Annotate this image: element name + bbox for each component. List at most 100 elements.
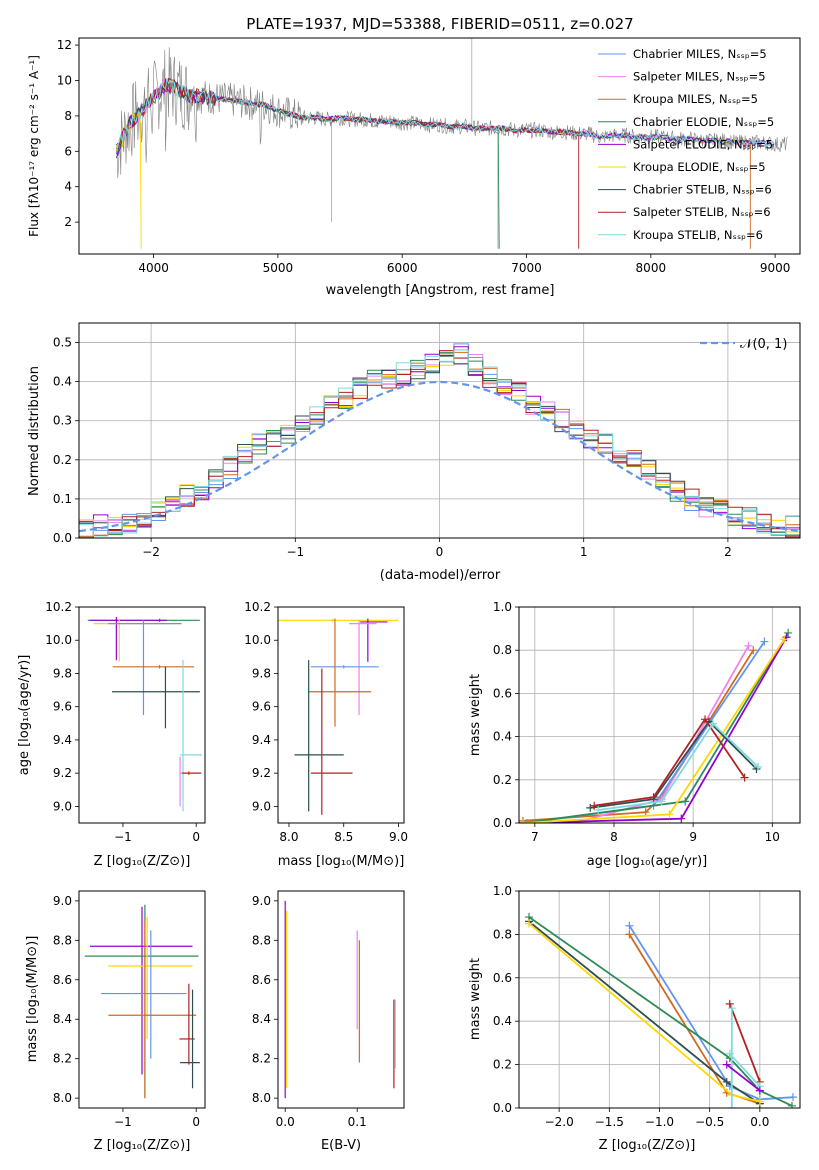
mass-vs-EBV-ytick-label: 9.0: [252, 894, 271, 908]
mass-vs-EBV-xtick-label: 0.1: [348, 1115, 367, 1129]
massweight-marker: [641, 808, 650, 817]
spectrum-ytick-label: 2: [64, 215, 72, 229]
massweight-vs-age-ytick-label: 1.0: [493, 600, 512, 614]
legend-label: Chabrier MILES, Nₛₛₚ=5: [633, 47, 767, 61]
residuals-ytick-label: 0.1: [53, 492, 72, 506]
massweight-series-3: [526, 641, 766, 823]
massweight-vs-Z-xtick-label: −0.5: [695, 1115, 724, 1129]
massweight-marker: [519, 819, 527, 823]
mass-vs-EBV-ytick-label: 8.4: [252, 1012, 271, 1026]
massweight-vs-Z-plot-area: [525, 913, 797, 1108]
massweight-vs-age-xtick-label: 7: [531, 830, 539, 844]
massweight-vs-Z-xtick-label: −2.0: [545, 1115, 574, 1129]
massweight-vs-Z-xtick-label: −1.0: [645, 1115, 674, 1129]
mass-vs-EBV-ytick-label: 8.2: [252, 1052, 271, 1066]
massweight-marker: [665, 810, 674, 819]
spectrum-ytick-label: 12: [57, 38, 72, 52]
age-vs-Z-ytick-label: 9.2: [53, 766, 72, 780]
residuals-ytick-label: 0.0: [53, 531, 72, 545]
spectrum-xtick-label: 8000: [636, 261, 667, 275]
mass-vs-Z-ytick-label: 8.6: [53, 973, 72, 987]
spectrum-ylabel: Flux [fλ10⁻¹⁷ erg cm⁻² s⁻¹ A⁻¹]: [27, 55, 41, 237]
mass-vs-Z-ytick-label: 8.0: [53, 1091, 72, 1105]
spectrum-xtick-label: 7000: [511, 261, 542, 275]
age-vs-Z-xtick-label: 0: [192, 830, 200, 844]
massweight-vs-age-frame: [518, 606, 801, 824]
plot-layer: 4000 5000 6000 7000 8000 900024681012Chabrier…: [45, 37, 801, 1129]
mass-vs-EBV-ytick-label: 8.6: [252, 973, 271, 987]
residuals-xtick-label: 1: [580, 545, 588, 559]
spectrum-ytick-label: 6: [64, 144, 72, 158]
legend-label: Salpeter STELIB, Nₛₛₚ=6: [633, 205, 771, 219]
massweight-vs-Z-frame: [518, 890, 801, 1109]
spectrum-plot-area: [115, 38, 788, 249]
massweight-series-7: [729, 1053, 761, 1087]
massweight-marker: [788, 1093, 797, 1102]
mass-vs-EBV-ytick-label: 8.8: [252, 933, 271, 947]
mass-vs-Z-xtick-label: −1: [114, 1115, 132, 1129]
mass-vs-Z-ytick-label: 8.2: [53, 1052, 72, 1066]
massweight-vs-age-xtick-label: 10: [765, 830, 780, 844]
mwZ-xlabel: Z [log₁₀(Z/Z⊙)]: [599, 1138, 696, 1153]
massweight-marker: [701, 715, 710, 724]
age-vs-Z-frame: [78, 606, 206, 824]
legend-label: Salpeter MILES, Nₛₛₚ=5: [633, 70, 766, 84]
massweight-marker: [722, 1077, 731, 1086]
age-vs-Z-ytick-label: 10.0: [45, 633, 72, 647]
massweight-marker: [744, 641, 753, 650]
massweight-marker: [522, 819, 531, 823]
chart-title: PLATE=1937, MJD=53388, FIBERID=0511, z=0…: [246, 15, 633, 33]
massweight-marker: [722, 1060, 731, 1069]
massweight-vs-Z-axes: −2.0 −1.5 −1.0 −0.5 0.0 0.0 0.2 0.4 0.6 0.8 1.0: [493, 884, 801, 1129]
mass-vs-Z-ytick-label: 8.4: [53, 1012, 72, 1026]
massweight-vs-age-ytick-label: 0.4: [493, 730, 512, 744]
legend-label: Kroupa MILES, Nₛₛₚ=5: [633, 92, 758, 106]
spectrum-xtick-label: 5000: [263, 261, 294, 275]
massweight-series-7: [590, 720, 758, 809]
massebv-xlabel: E(B-V): [321, 1138, 361, 1153]
spectrum-axes: 4000 5000 6000 7000 8000 9000 2 4 6 8 10 12: [57, 37, 801, 275]
residuals-xtick-label: −1: [286, 545, 304, 559]
massZ-ylabel: mass [log₁₀(M/M⊙)]: [25, 936, 40, 1063]
age-vs-Z-ytick-label: 9.6: [53, 700, 72, 714]
massweight-series-6: [728, 1003, 761, 1083]
age-vs-mass-ytick-label: 10.0: [244, 633, 271, 647]
spectrum-xtick-label: 9000: [760, 261, 791, 275]
residuals-ytick-label: 0.2: [53, 453, 72, 467]
mass-vs-Z-ytick-label: 9.0: [53, 894, 72, 908]
residuals-axes: −2 −1 0 1 2 0.0 0.1 0.2 0.3 0.4 0.5: [53, 322, 801, 559]
spectrum-frame: [78, 37, 801, 255]
massweight-vs-age-plot-area: [519, 628, 793, 823]
massweight-marker: [755, 1086, 764, 1095]
mwZ-ylabel: mass weight: [468, 958, 483, 1040]
spectrum-ytick-label: 8: [64, 109, 72, 123]
residual-histogram-8: [79, 350, 800, 538]
massweight-vs-Z-xtick-label: 0.0: [750, 1115, 769, 1129]
massweight-vs-Z-ytick-label: 0.4: [493, 1014, 512, 1028]
mwage-ylabel: mass weight: [468, 674, 483, 756]
massweight-vs-Z-ytick-label: 0.2: [493, 1058, 512, 1072]
massweight-marker: [525, 919, 534, 928]
mass-vs-Z-frame: [78, 890, 206, 1109]
legend-label: Kroupa ELODIE, Nₛₛₚ=5: [633, 160, 766, 174]
massweight-marker: [649, 793, 658, 802]
massweight-marker: [787, 1101, 796, 1108]
massweight-marker: [657, 797, 666, 806]
massweight-vs-age-ytick-label: 0.0: [493, 816, 512, 830]
spectrum-xtick-label: 4000: [138, 261, 169, 275]
age-vs-Z-ytick-label: 9.8: [53, 666, 72, 680]
massweight-vs-age-ytick-label: 0.2: [493, 773, 512, 787]
massweight-series-9: [726, 1063, 761, 1092]
age-vs-mass-ytick-label: 9.4: [252, 733, 271, 747]
massweight-marker: [625, 921, 634, 930]
legend-label: Salpeter ELODIE, Nₛₛₚ=5: [633, 137, 773, 151]
age-vs-mass-ytick-label: 9.0: [252, 799, 271, 813]
legend-label: 𝒩(0, 1): [740, 337, 787, 352]
model-spectrum-8: [115, 78, 580, 249]
age-vs-mass-xtick-label: 8.5: [334, 830, 353, 844]
age-vs-Z-ytick-label: 10.2: [45, 600, 72, 614]
residual-histogram-7: [79, 355, 800, 538]
massweight-marker: [755, 1097, 764, 1106]
age-vs-Z-ytick-label: 9.0: [53, 799, 72, 813]
massweight-marker: [784, 628, 793, 637]
